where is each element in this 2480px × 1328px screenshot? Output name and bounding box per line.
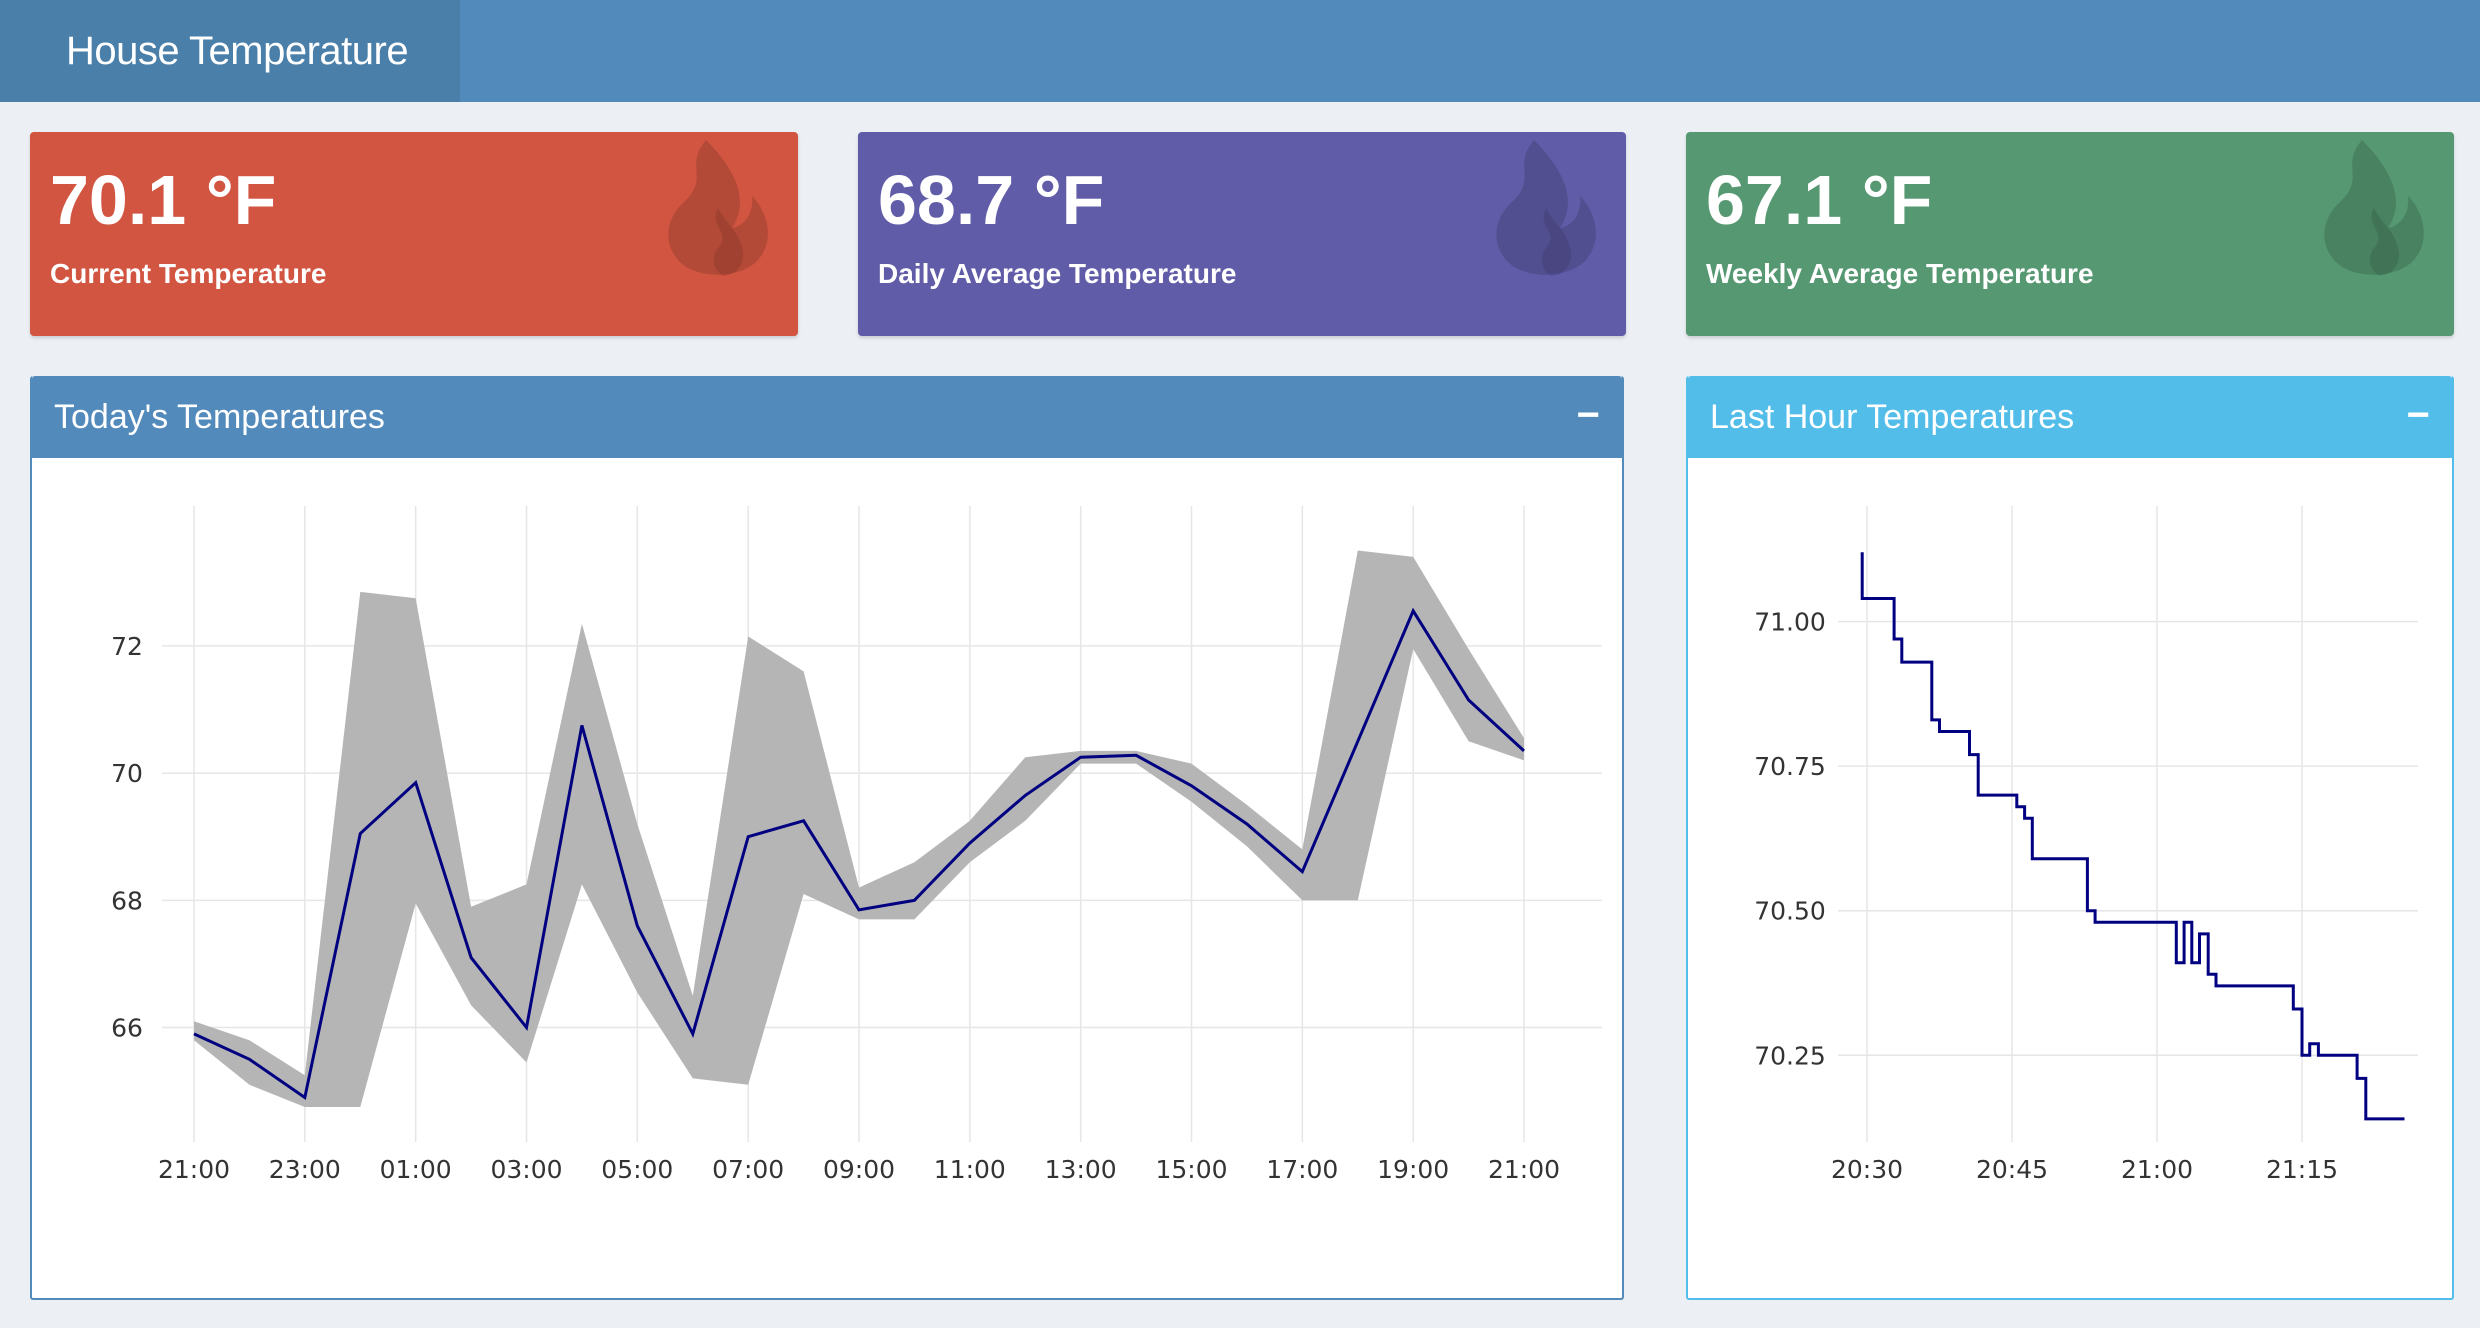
todays-temperatures-title: Today's Temperatures [54,398,385,436]
app-title[interactable]: House Temperature [0,0,460,102]
y-tick-label: 70.50 [1754,897,1826,926]
todays-temperatures-body: 21:00 23:00 01:00 03:00 05:00 07:00 09:00 11:00… [32,458,1622,1298]
x-tick-label: 15:00 [1155,1155,1227,1184]
last-hour-temperatures-panel: Last Hour Temperatures − 20:30 20:45 21:00… [1686,376,2454,1300]
last-hour-temperatures-title: Last Hour Temperatures [1710,398,2075,436]
y-tick-label: 70 [111,759,143,788]
x-tick-label: 09:00 [823,1155,895,1184]
collapse-button[interactable]: − [1576,393,1600,437]
x-tick-label: 11:00 [934,1155,1006,1184]
current-temperature-value: 70.1 °F [50,161,277,239]
todays-temperatures-chart: 21:00 23:00 01:00 03:00 05:00 07:00 09:00 11:00… [111,506,1602,1184]
last-hour-temperatures-header: Last Hour Temperatures − [1688,376,2452,458]
weekly-average-label: Weekly Average Temperature [1706,258,2094,289]
todays-temperatures-header: Today's Temperatures − [32,376,1622,458]
daily-average-box: 68.7 °F Daily Average Temperature [858,132,1626,336]
y-tick-label: 68 [111,886,143,915]
current-temperature-box: 70.1 °F Current Temperature [30,132,798,336]
y-tick-label: 72 [111,632,143,661]
x-tick-label: 01:00 [380,1155,452,1184]
x-tick-label: 21:15 [2266,1155,2338,1184]
min-max-band [194,550,1524,1107]
y-tick-label: 71.00 [1754,608,1826,637]
y-tick-label: 66 [111,1014,143,1043]
y-tick-label: 70.25 [1754,1041,1826,1070]
x-tick-label: 21:00 [158,1155,230,1184]
x-tick-label: 21:00 [1488,1155,1560,1184]
collapse-button[interactable]: − [2406,393,2430,437]
x-tick-label: 20:30 [1831,1155,1903,1184]
x-tick-label: 23:00 [269,1155,341,1184]
weekly-average-value: 67.1 °F [1706,161,1933,239]
x-tick-label: 07:00 [712,1155,784,1184]
todays-temperatures-panel: Today's Temperatures − 21:00 23:00 01:00 03… [30,376,1624,1300]
daily-average-value: 68.7 °F [878,161,1105,239]
last-hour-temperatures-body: 20:30 20:45 21:00 21:15 70.25 70.50 70.75 71.00 [1688,458,2452,1298]
daily-average-label: Daily Average Temperature [878,258,1237,289]
fire-icon [2324,140,2424,276]
fire-icon [668,140,768,276]
x-tick-label: 13:00 [1045,1155,1117,1184]
y-tick-label: 70.75 [1754,752,1826,781]
x-tick-label: 05:00 [601,1155,673,1184]
x-tick-label: 03:00 [490,1155,562,1184]
current-temperature-label: Current Temperature [50,258,327,289]
fire-icon [1496,140,1596,276]
last-hour-temperatures-chart: 20:30 20:45 21:00 21:15 70.25 70.50 70.75 71.00 [1754,506,2418,1184]
x-tick-label: 21:00 [2121,1155,2193,1184]
weekly-average-box: 67.1 °F Weekly Average Temperature [1686,132,2454,336]
x-tick-label: 19:00 [1377,1155,1449,1184]
top-navbar: House Temperature [0,0,2480,102]
mean-temperature-line [193,607,1526,1101]
x-tick-label: 20:45 [1976,1155,2048,1184]
temperature-step-line [1860,552,2405,1121]
x-tick-label: 17:00 [1266,1155,1338,1184]
